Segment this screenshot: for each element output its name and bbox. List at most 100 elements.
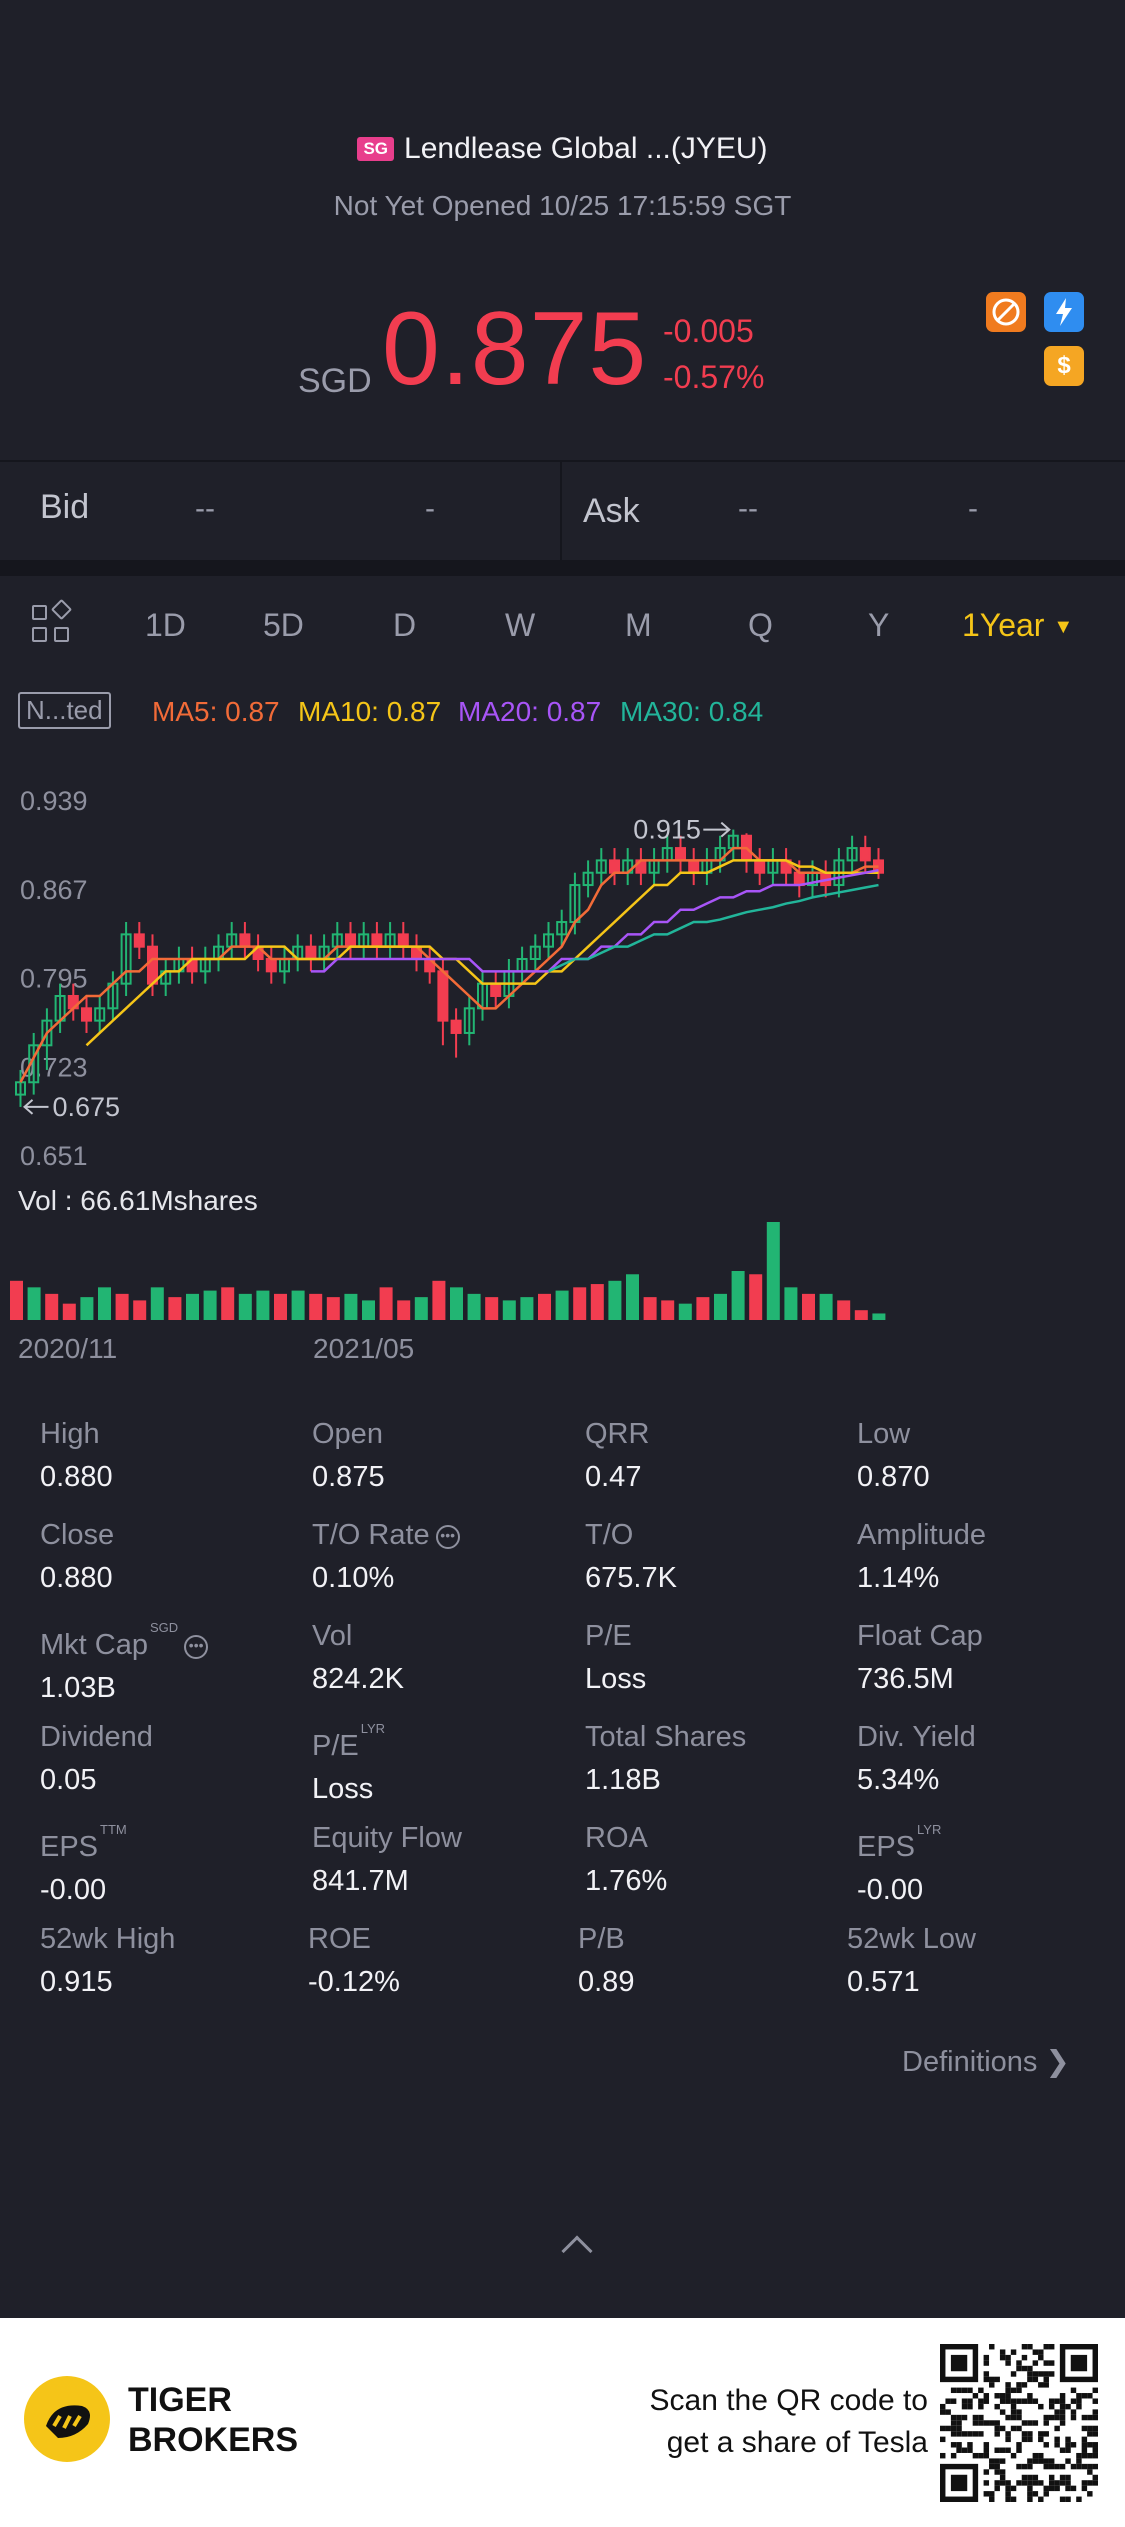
volume-bar (379, 1287, 393, 1320)
stat-label: Vol (312, 1620, 404, 1653)
dollar-icon[interactable]: $ (1044, 346, 1084, 386)
qr-caption-line2: get a share of Tesla (666, 2426, 928, 2459)
stat-label: EPSTTM (40, 1822, 127, 1864)
stat-label: P/E (585, 1620, 646, 1653)
lightning-icon[interactable] (1044, 292, 1084, 332)
volume-bar (538, 1293, 551, 1320)
price-block: SGD 0.875 -0.005 -0.57% (0, 290, 1125, 410)
price-chart[interactable]: 0.939 0.867 0.795 0.723 0.651 0.915 0.675 (0, 760, 1125, 1180)
stat-value: -0.12% (308, 1966, 400, 1998)
volume-bar (221, 1287, 235, 1320)
stat-value: -0.00 (857, 1874, 924, 1906)
volume-bar (203, 1290, 217, 1320)
tab-month[interactable]: M (625, 607, 652, 643)
adjustment-badge[interactable]: N...ted (18, 692, 111, 729)
qr-code[interactable] (940, 2344, 1098, 2502)
candle (226, 922, 238, 960)
stat-item: EPSLYR -0.00 (857, 1822, 941, 1907)
volume-bar (802, 1293, 815, 1320)
stat-item: Total Shares 1.18B (585, 1721, 746, 1797)
stat-item: High 0.880 (40, 1418, 113, 1494)
stat-label-text: Close (40, 1519, 115, 1551)
stat-item: P/ELYR Loss (312, 1721, 385, 1806)
candle (305, 934, 317, 972)
chevron-right-icon: ❯ (1045, 2046, 1070, 2078)
change-value: -0.005 (663, 313, 754, 349)
tab-quarter[interactable]: Q (748, 607, 773, 643)
volume-bar (678, 1303, 692, 1320)
candle (160, 959, 172, 996)
volume-bar (45, 1293, 59, 1320)
candle (516, 946, 528, 984)
stat-value: 1.03B (40, 1672, 116, 1704)
brand-line2: BROKERS (128, 2421, 299, 2459)
tab-1d[interactable]: 1D (145, 607, 186, 643)
stock-title[interactable]: SG Lendlease Global ...(JYEU) (0, 132, 1125, 166)
period-tabs: 1D 5D D W M Q Y 1Year ▼ (0, 595, 1125, 665)
brand-name: TIGER BROKERS (128, 2380, 298, 2460)
tab-week[interactable]: W (505, 607, 536, 643)
qr-caption-line1: Scan the QR code to (649, 2384, 929, 2417)
no-short-icon[interactable] (986, 292, 1026, 332)
stat-label-text: Div. Yield (857, 1721, 976, 1753)
stat-item: T/O 675.7K (585, 1519, 677, 1595)
stat-label-text: Amplitude (857, 1519, 986, 1551)
section-divider (0, 560, 1125, 576)
brand-line1: TIGER (128, 2381, 232, 2419)
volume-bar (115, 1293, 129, 1320)
volume-bar (326, 1297, 340, 1320)
currency-label: SGD (298, 362, 372, 400)
definitions-link[interactable]: Definitions ❯ (902, 2044, 1070, 2079)
volume-bar (749, 1274, 763, 1320)
volume-bar (450, 1287, 463, 1320)
volume-label: Vol : 66.61Mshares (18, 1185, 258, 1216)
stat-label-text: ROA (585, 1822, 648, 1854)
bid-ask-bar: Bid -- - Ask -- - (0, 460, 1125, 562)
y-tick-label: 0.867 (20, 875, 88, 905)
candle (450, 1008, 462, 1058)
more-info-icon[interactable]: ••• (184, 1635, 209, 1659)
ask-price: -- (738, 492, 758, 525)
low-marker-arrow (22, 1099, 49, 1115)
stat-value: 0.89 (578, 1966, 635, 1998)
stat-value: 0.870 (857, 1461, 930, 1493)
stat-label-text: T/O Rate (312, 1519, 430, 1551)
stat-value: 1.18B (585, 1764, 661, 1796)
more-info-icon[interactable]: ••• (435, 1525, 460, 1549)
stat-label-text: High (40, 1418, 100, 1450)
qr-caption: Scan the QR code to get a share of Tesla (600, 2380, 929, 2464)
chevron-up-icon[interactable] (561, 2235, 593, 2267)
candle (107, 971, 119, 1021)
volume-bar (467, 1293, 481, 1320)
stat-label: High (40, 1418, 113, 1451)
stat-value: Loss (312, 1773, 374, 1805)
volume-chart[interactable] (0, 1220, 1125, 1325)
ask-label: Ask (583, 492, 640, 530)
ma-legend: N...ted MA5: 0.87 MA10: 0.87 MA20: 0.87 … (0, 688, 1125, 738)
tab-1year[interactable]: 1Year ▼ (962, 607, 1073, 644)
tab-day[interactable]: D (393, 607, 417, 643)
stat-label-text: Float Cap (857, 1620, 983, 1652)
candle (94, 995, 106, 1033)
candle (397, 922, 409, 960)
candle (754, 848, 766, 886)
volume-bar (590, 1284, 604, 1320)
tab-5d[interactable]: 5D (263, 607, 304, 643)
stat-item: Amplitude 1.14% (857, 1519, 986, 1595)
candle (780, 848, 792, 886)
stat-value: 0.05 (40, 1764, 97, 1796)
tab-year[interactable]: Y (868, 607, 890, 643)
grid-layout-icon[interactable] (32, 598, 73, 645)
ma10-label: MA10: 0.87 (298, 696, 442, 727)
price-change: -0.005 -0.57% (663, 308, 764, 400)
volume-bar (661, 1300, 675, 1320)
high-marker-label: 0.915 (633, 815, 701, 845)
stat-label-text: P/B (578, 1923, 625, 1955)
candle (556, 909, 568, 947)
volume-bar (872, 1313, 886, 1320)
stat-label: Float Cap (857, 1620, 983, 1653)
stat-item: T/O Rate ••• 0.10% (312, 1519, 460, 1595)
candle (648, 848, 660, 886)
y-tick-label: 0.795 (20, 964, 88, 994)
market-badge: SG (357, 137, 395, 161)
